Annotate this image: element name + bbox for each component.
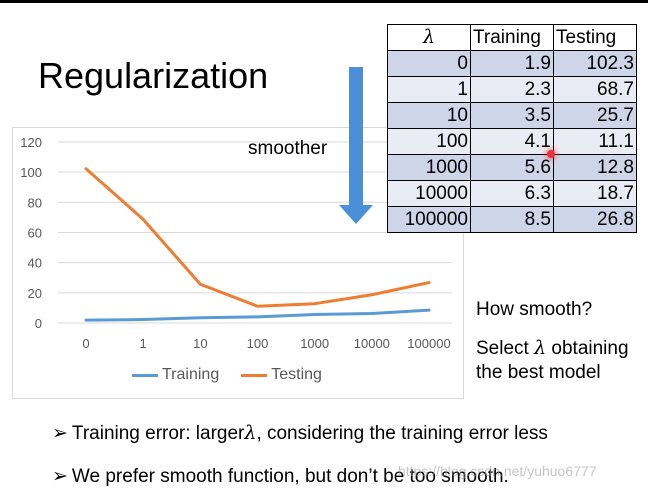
table-header-row: λ Training Testing: [387, 24, 637, 51]
y-tick-label: 80: [28, 195, 42, 210]
table-cell-training: 8.5: [470, 206, 554, 233]
x-tick-label: 10000: [354, 336, 390, 351]
y-tick-label: 40: [28, 256, 42, 271]
table-cell-lambda: 10000: [387, 180, 471, 207]
table-cell-lambda: 1: [387, 76, 471, 103]
x-tick-label: 1000: [300, 336, 329, 351]
legend-swatch-training: [132, 373, 158, 377]
table-cell-testing: 11.1: [553, 128, 637, 155]
table-row: 1 2.3 68.7: [387, 76, 637, 103]
watermark: https://blog.csdn.net/yuhuo6777: [398, 463, 597, 479]
table-row: 10000 6.3 18.7: [387, 180, 637, 207]
side-question: How smooth?: [476, 299, 593, 320]
testing-series-line: [84, 167, 431, 308]
y-tick-label: 0: [35, 316, 42, 331]
table-cell-testing: 102.3: [553, 50, 637, 77]
table-cell-lambda: 100000: [387, 206, 471, 233]
laser-pointer-dot: [547, 150, 555, 158]
y-tick-label: 20: [28, 286, 42, 301]
top-rule: [0, 0, 648, 3]
table-cell-testing: 26.8: [553, 206, 637, 233]
table-cell-testing: 68.7: [553, 76, 637, 103]
side-answer: Select λ obtaining the best model: [476, 336, 629, 385]
legend-item-training: Training: [132, 366, 219, 384]
legend-label-training: Training: [162, 366, 220, 383]
table-cell-training: 4.1: [470, 128, 554, 155]
smoother-label: smoother: [248, 138, 328, 159]
table-row: 100000 8.5 26.8: [387, 206, 637, 233]
bullet-prefer-smooth: ➢ We prefer smooth function, but don’t be…: [52, 465, 509, 489]
table-cell-testing: 25.7: [553, 102, 637, 129]
legend-label-testing: Testing: [271, 366, 322, 383]
smoother-arrow-icon: [339, 67, 373, 224]
table-cell-training: 2.3: [470, 76, 554, 103]
table-cell-training: 6.3: [470, 180, 554, 207]
table-header-testing: Testing: [553, 24, 637, 51]
x-tick-label: 1: [140, 336, 147, 351]
table-header-lambda: λ: [387, 24, 471, 51]
bullet-training-error: ➢ Training error: largerλ, considering th…: [52, 421, 548, 446]
table-cell-lambda: 10: [387, 102, 471, 129]
table-cell-training: 3.5: [470, 102, 554, 129]
bullet1-lambda: λ: [244, 422, 257, 444]
x-tick-label: 100: [247, 336, 269, 351]
table-row: 1000 5.6 12.8: [387, 154, 637, 181]
legend-swatch-testing: [241, 373, 268, 377]
table-header-training: Training: [470, 24, 554, 51]
x-tick-label: 0: [82, 336, 89, 351]
table-row: 100 4.1 11.1: [387, 128, 637, 155]
table-cell-training: 5.6: [470, 154, 554, 181]
x-tick-label: 10: [193, 336, 207, 351]
lambda-results-table: λ Training Testing 0 1.9 102.3 1 2.3 68.…: [387, 24, 637, 233]
bullet2-text: We prefer smooth function, but don’t be …: [71, 466, 509, 487]
slide-title: Regularization: [38, 55, 269, 96]
bullet-arrow-icon: ➢: [52, 466, 68, 487]
training-series-line: [84, 308, 431, 322]
y-tick-label: 120: [20, 135, 42, 150]
table-cell-training: 1.9: [470, 50, 554, 77]
table-row: 10 3.5 25.7: [387, 102, 637, 129]
side-answer-line2: the best model: [476, 362, 601, 383]
side-answer-lambda: λ: [534, 337, 547, 359]
y-tick-label: 60: [28, 226, 42, 241]
table-cell-lambda: 1000: [387, 154, 471, 181]
bullet1-prefix: Training error: larger: [71, 423, 245, 444]
bullet1-suffix: , considering the training error less: [256, 423, 548, 444]
x-tick-label: 100000: [407, 336, 450, 351]
side-answer-prefix: Select: [476, 338, 535, 359]
legend-item-testing: Testing: [241, 366, 322, 384]
table-cell-testing: 12.8: [553, 154, 637, 181]
chart-legend: Training Testing: [132, 366, 322, 384]
table-row: 0 1.9 102.3: [387, 50, 637, 77]
table-cell-lambda: 0: [387, 50, 471, 77]
bullet-arrow-icon: ➢: [52, 423, 68, 444]
side-answer-suffix: obtaining: [546, 338, 629, 359]
table-cell-testing: 18.7: [553, 180, 637, 207]
y-tick-label: 100: [20, 165, 42, 180]
table-cell-lambda: 100: [387, 128, 471, 155]
